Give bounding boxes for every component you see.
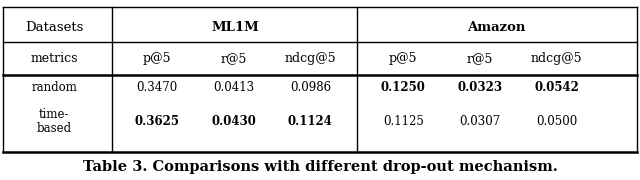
Text: ndcg@5: ndcg@5 bbox=[531, 52, 582, 65]
Text: 0.0307: 0.0307 bbox=[460, 115, 500, 128]
Text: r@5: r@5 bbox=[467, 52, 493, 65]
Text: 0.1250: 0.1250 bbox=[381, 81, 426, 94]
Text: 0.0430: 0.0430 bbox=[211, 115, 256, 128]
Text: 0.0323: 0.0323 bbox=[458, 81, 502, 94]
Text: p@5: p@5 bbox=[143, 52, 171, 65]
Text: r@5: r@5 bbox=[220, 52, 247, 65]
Text: 0.3470: 0.3470 bbox=[136, 81, 177, 94]
Text: random: random bbox=[31, 81, 77, 94]
Text: p@5: p@5 bbox=[389, 52, 417, 65]
Text: metrics: metrics bbox=[31, 52, 78, 65]
Text: Datasets: Datasets bbox=[25, 21, 84, 34]
Text: 0.0413: 0.0413 bbox=[213, 81, 254, 94]
Text: 0.1124: 0.1124 bbox=[288, 115, 333, 128]
Text: time-
based: time- based bbox=[37, 107, 72, 136]
Text: Table 3. Comparisons with different drop-out mechanism.: Table 3. Comparisons with different drop… bbox=[83, 159, 557, 174]
Text: 0.1125: 0.1125 bbox=[383, 115, 424, 128]
Text: 0.0986: 0.0986 bbox=[290, 81, 331, 94]
Text: 0.3625: 0.3625 bbox=[134, 115, 179, 128]
Text: ML1M: ML1M bbox=[212, 21, 259, 34]
Text: 0.0542: 0.0542 bbox=[534, 81, 579, 94]
Text: Amazon: Amazon bbox=[467, 21, 525, 34]
Text: ndcg@5: ndcg@5 bbox=[285, 52, 336, 65]
Text: 0.0500: 0.0500 bbox=[536, 115, 577, 128]
